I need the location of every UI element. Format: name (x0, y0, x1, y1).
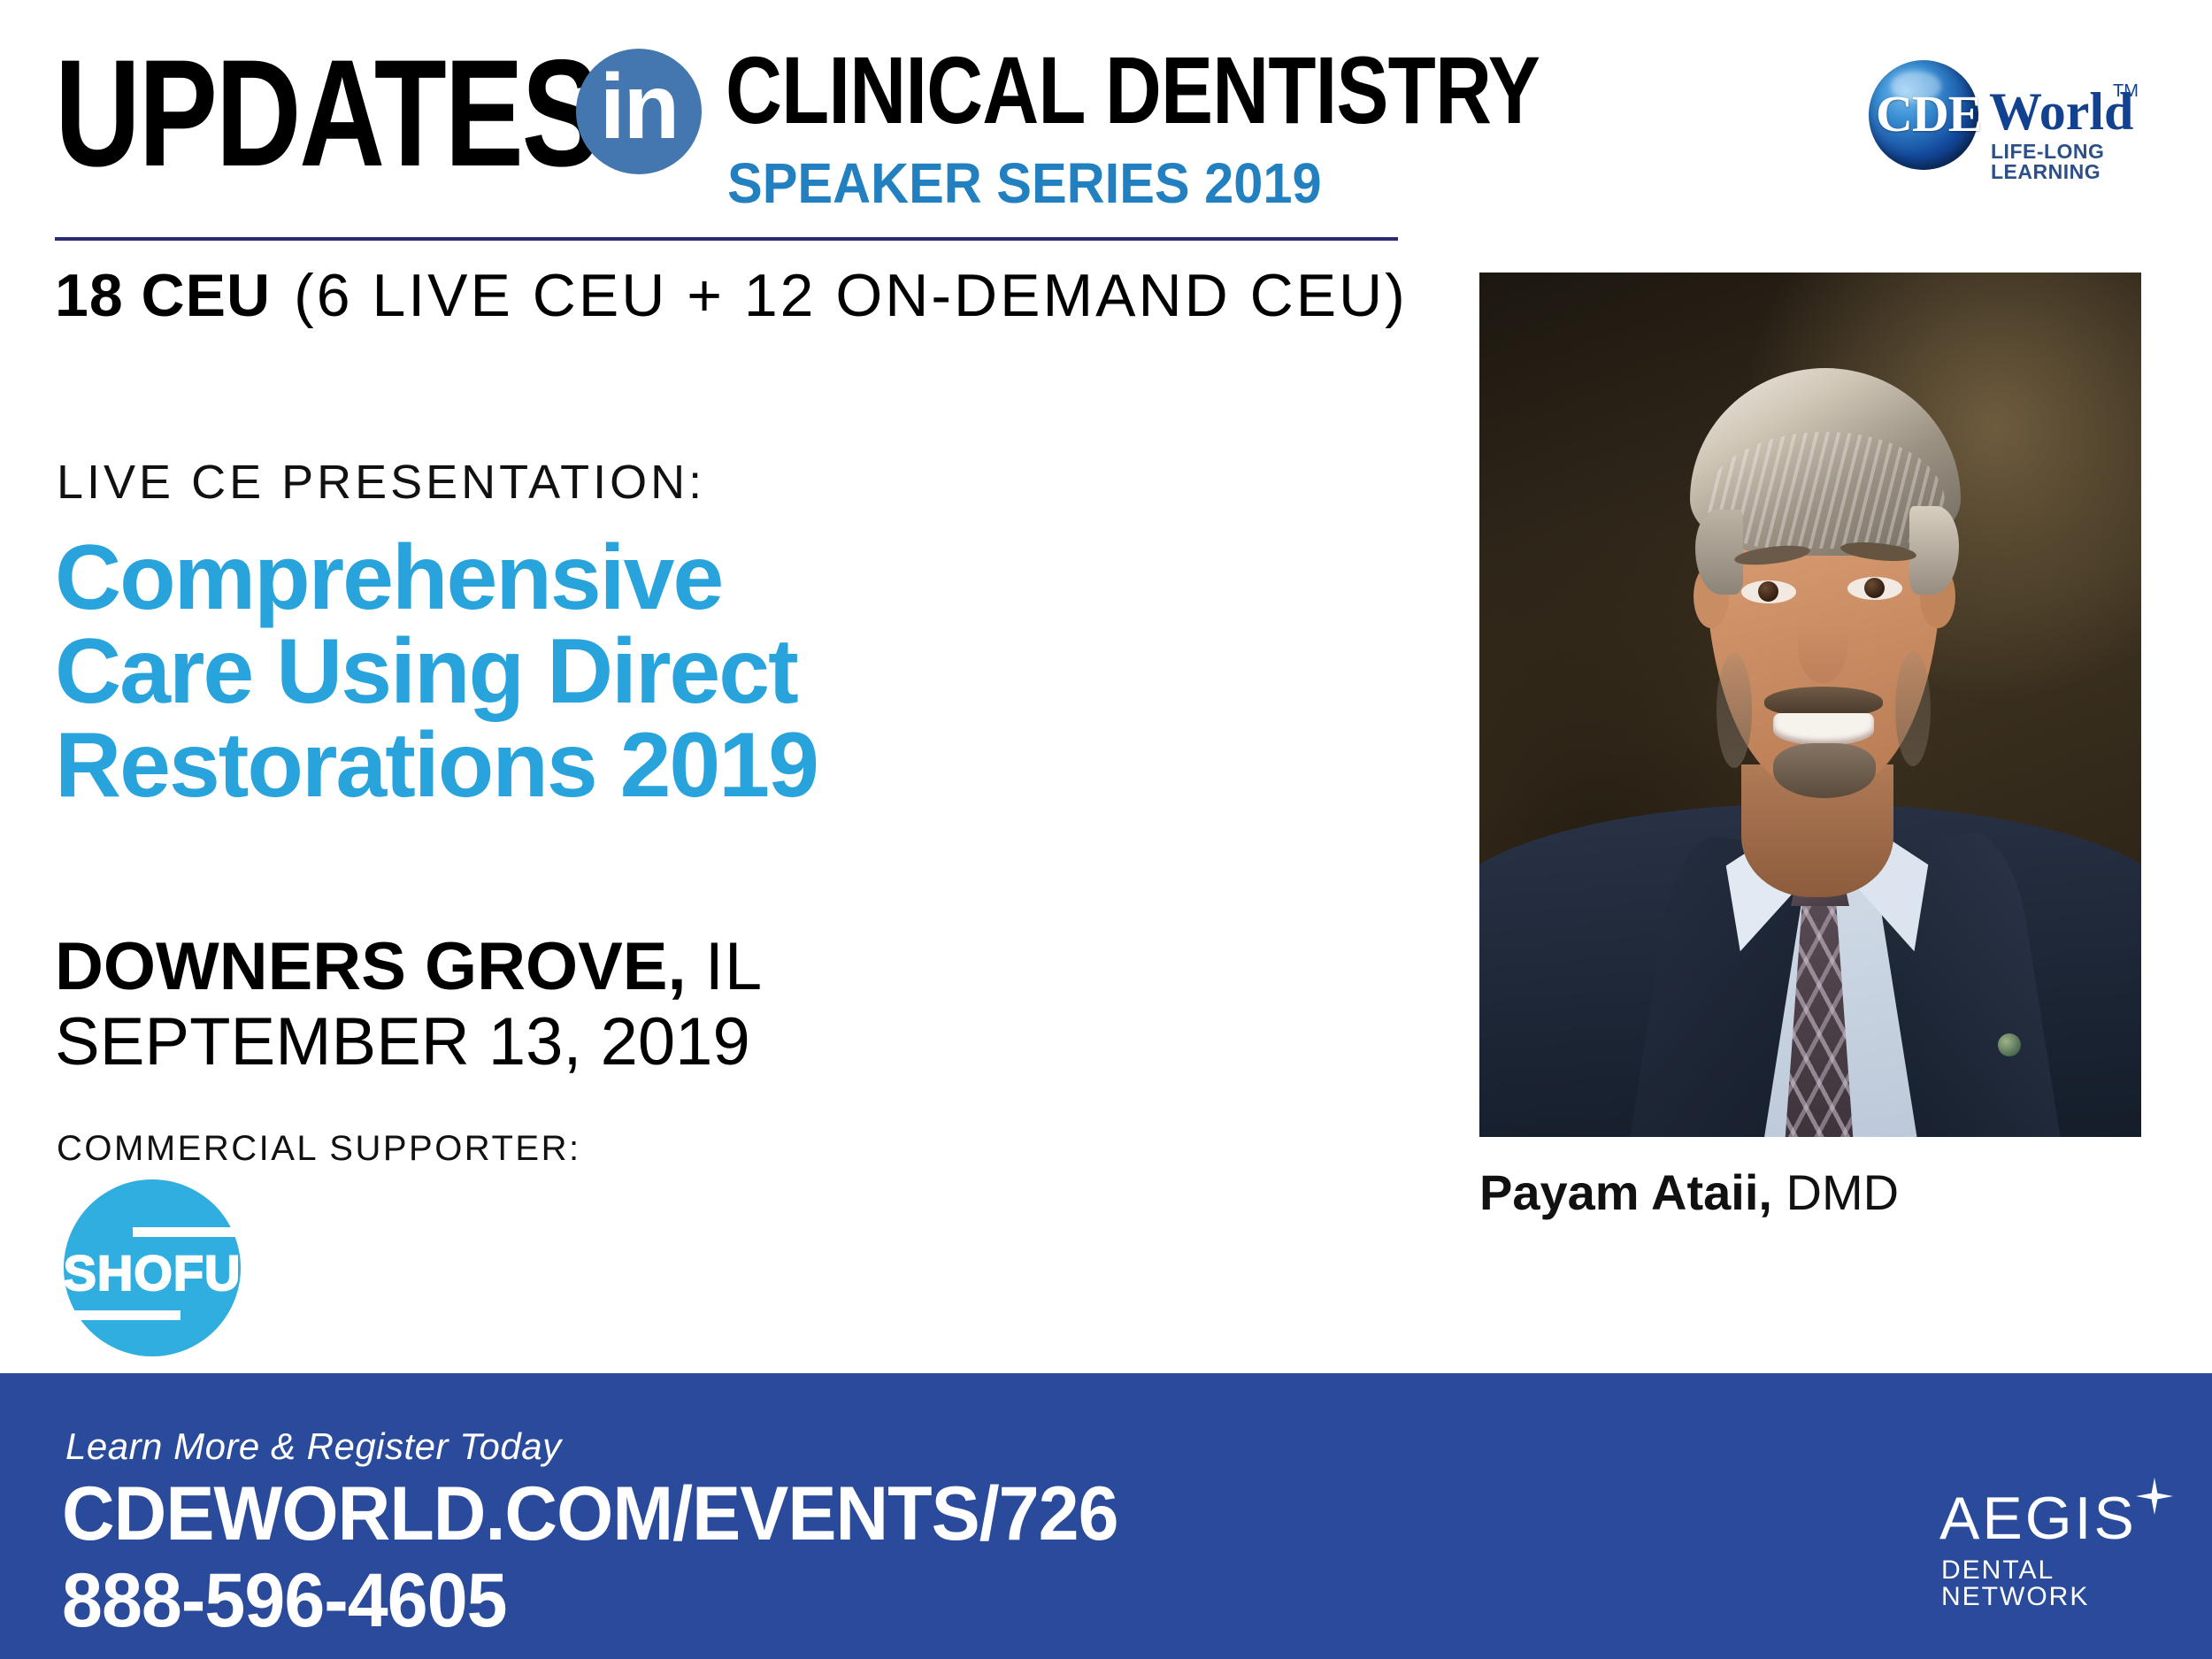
four-point-star-icon (2136, 1478, 2173, 1515)
venue-location: DOWNERS GROVE, IL (55, 933, 763, 1001)
nose (1798, 602, 1847, 683)
footer-tagline: Learn More & Register Today (65, 1425, 562, 1467)
shofu-disc-icon (64, 1179, 241, 1356)
cde-logo-tagline: LIFE-LONG LEARNING (1991, 140, 2105, 183)
aegis-logo-subtitle: DENTAL NETWORK (1941, 1555, 2090, 1611)
cdeworld-logo: CDE World TM LIFE-LONG LEARNING (1856, 42, 2148, 184)
updates-wordmark: UPDATES (55, 28, 601, 198)
ceu-credits-line: 18 CEU (6 LIVE CEU + 12 ON-DEMAND CEU) (55, 265, 1408, 326)
in-badge-icon: in (576, 49, 702, 174)
shofu-bar-bottom (73, 1310, 180, 1320)
cde-logo-world: World (1989, 82, 2134, 141)
speaker-full-name: Payam Ataii, (1479, 1164, 1772, 1220)
smile (1773, 713, 1874, 745)
registration-url[interactable]: CDEWORLD.COM/EVENTS/726 (62, 1471, 1119, 1556)
in-badge-label: in (599, 55, 680, 158)
speaker-credential: DMD (1786, 1164, 1900, 1220)
title-line-2: Care Using Direct (55, 620, 799, 723)
goatee (1773, 743, 1876, 798)
shofu-logo: SHOFU (63, 1179, 242, 1356)
lapel-pin (1998, 1033, 2021, 1056)
title-line-1: Comprehensive (55, 526, 724, 629)
footer-bar: Learn More & Register Today CDEWORLD.COM… (0, 1373, 2212, 1659)
globe-sphere-icon (1869, 60, 1978, 170)
eye-left (1741, 580, 1796, 603)
ceu-breakdown: (6 LIVE CEU + 12 ON-DEMAND CEU) (294, 262, 1408, 329)
trademark-icon: TM (2113, 81, 2139, 101)
registration-phone[interactable]: 888-596-4605 (62, 1558, 508, 1643)
title-line-3: Restorations 2019 (55, 714, 819, 817)
mustache (1764, 687, 1883, 717)
event-date: SEPTEMBER 13, 2019 (55, 1004, 750, 1079)
venue-state: IL (704, 929, 764, 1004)
live-ce-kicker: LIVE CE PRESENTATION: (57, 456, 706, 509)
beard-left (1717, 653, 1752, 768)
clinical-dentistry-wordmark: CLINICAL DENTISTRY (726, 36, 1540, 143)
speaker-name: Payam Ataii, DMD (1479, 1168, 1899, 1217)
ceu-total: 18 CEU (55, 262, 272, 329)
aegis-logo-word: AEGIS (1939, 1485, 2137, 1552)
hair-temple-right (1909, 506, 1959, 595)
beard-right (1895, 651, 1931, 766)
commercial-supporter-label: COMMERCIAL SUPPORTER: (57, 1129, 581, 1168)
eye-right (1847, 577, 1902, 600)
header-divider (55, 237, 1398, 241)
aegis-logo: AEGIS DENTAL NETWORK (1939, 1478, 2173, 1610)
shofu-bar-top (133, 1227, 241, 1237)
page-title: Comprehensive Care Using Direct Restorat… (55, 531, 1258, 812)
hair-temple-left (1695, 510, 1743, 595)
cde-logo-mark: CDE (1876, 85, 1982, 142)
masthead: UPDATES in CLINICAL DENTISTRY SPEAKER SE… (0, 0, 2212, 241)
venue-city: DOWNERS GROVE, (55, 929, 687, 1004)
shofu-logo-text: SHOFU (63, 1244, 242, 1302)
speaker-photo (1479, 273, 2141, 1137)
speaker-series-subtitle: SPEAKER SERIES 2019 (727, 151, 1322, 215)
